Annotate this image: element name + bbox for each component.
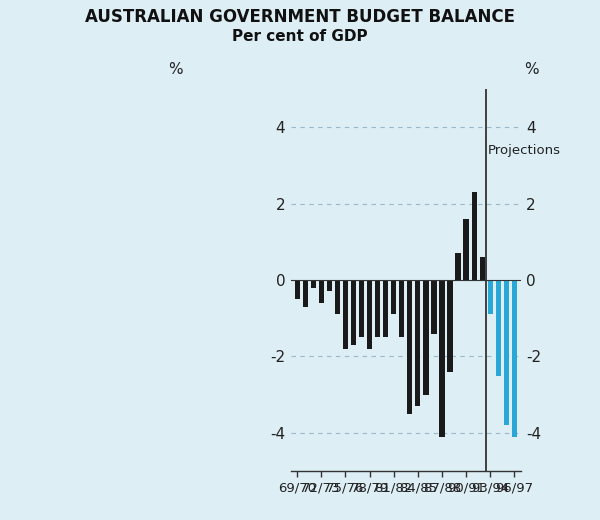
Bar — [415, 280, 421, 406]
Bar — [448, 280, 452, 372]
Bar — [399, 280, 404, 337]
Bar — [407, 280, 412, 414]
Bar — [359, 280, 364, 337]
Bar — [319, 280, 324, 303]
Bar — [311, 280, 316, 288]
Bar — [512, 280, 517, 437]
Text: Per cent of GDP: Per cent of GDP — [232, 29, 368, 44]
Bar — [455, 253, 461, 280]
Bar — [496, 280, 501, 375]
Bar — [463, 219, 469, 280]
Bar — [423, 280, 428, 395]
Bar — [327, 280, 332, 292]
Bar — [472, 192, 477, 280]
Bar — [479, 257, 485, 280]
Bar — [295, 280, 300, 299]
Bar — [488, 280, 493, 315]
Bar — [343, 280, 348, 349]
Bar — [439, 280, 445, 437]
Bar — [431, 280, 437, 333]
Bar — [302, 280, 308, 307]
Bar — [375, 280, 380, 337]
Bar — [391, 280, 397, 315]
Bar — [503, 280, 509, 425]
Bar — [367, 280, 372, 349]
Bar — [351, 280, 356, 345]
Bar — [383, 280, 388, 337]
Bar — [335, 280, 340, 315]
Text: %: % — [169, 62, 183, 77]
Text: %: % — [524, 62, 538, 77]
Text: AUSTRALIAN GOVERNMENT BUDGET BALANCE: AUSTRALIAN GOVERNMENT BUDGET BALANCE — [85, 8, 515, 26]
Text: Projections: Projections — [488, 144, 561, 157]
